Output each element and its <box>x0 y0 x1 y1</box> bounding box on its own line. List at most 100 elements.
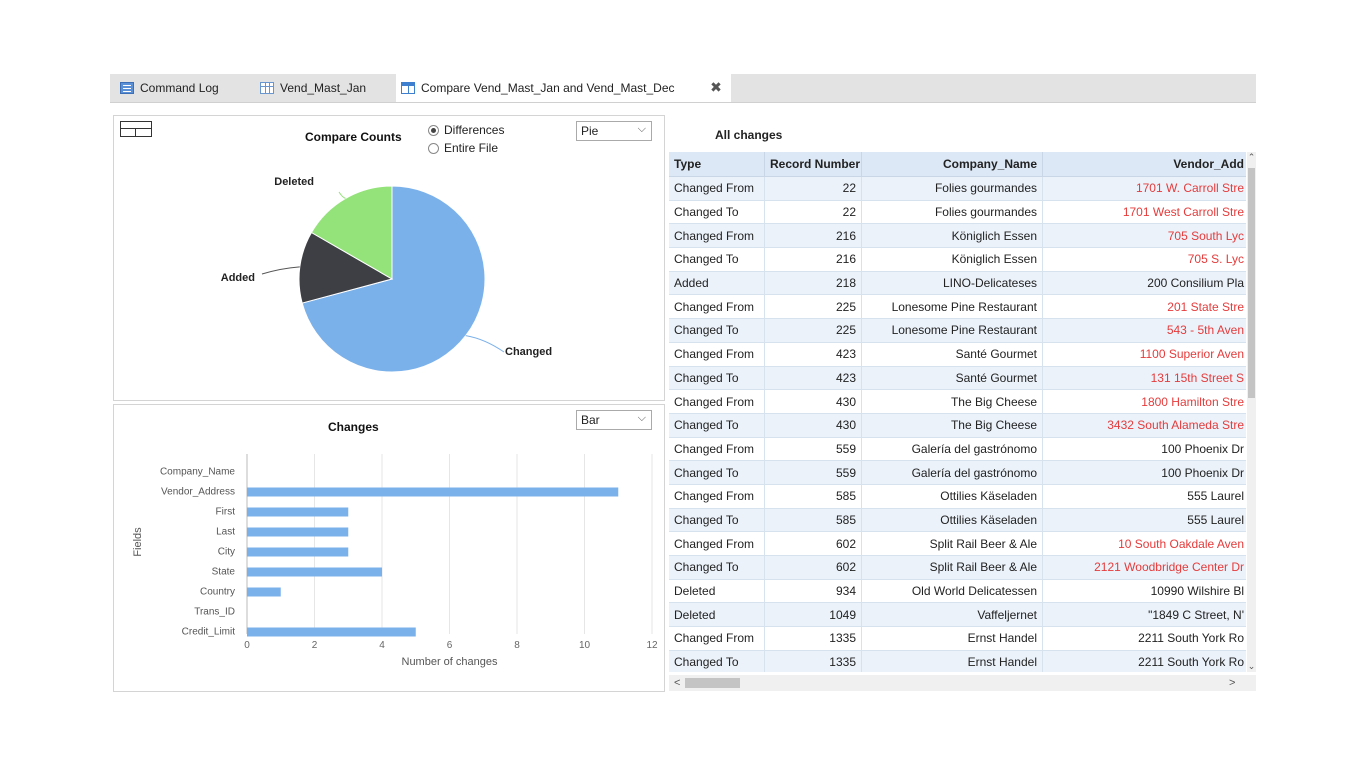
cell-vendor-address[interactable]: 100 Phoenix Dr <box>1042 460 1246 485</box>
cell-company-name[interactable]: Galería del gastrónomo <box>861 460 1043 485</box>
cell-type[interactable]: Changed To <box>669 200 765 225</box>
cell-record-number[interactable]: 1049 <box>764 602 862 628</box>
radio-entire-file[interactable]: Entire File <box>428 141 498 155</box>
tab-command-log[interactable]: Command Log <box>120 74 255 102</box>
cell-vendor-address[interactable]: 200 Consilium Pla <box>1042 271 1246 296</box>
cell-vendor-address[interactable]: 555 Laurel <box>1042 484 1246 509</box>
cell-company-name[interactable]: Split Rail Beer & Ale <box>861 531 1043 556</box>
cell-type[interactable]: Changed From <box>669 484 765 509</box>
cell-vendor-address[interactable]: 705 S. Lyc <box>1042 247 1246 272</box>
cell-record-number[interactable]: 934 <box>764 579 862 604</box>
tab-compare[interactable]: Compare Vend_Mast_Jan and Vend_Mast_Dec <box>396 74 731 102</box>
cell-type[interactable]: Changed To <box>669 247 765 272</box>
cell-type[interactable]: Changed From <box>669 342 765 367</box>
cell-type[interactable]: Changed To <box>669 650 765 672</box>
scroll-right-icon[interactable]: > <box>1229 677 1236 689</box>
table-row[interactable]: Changed To 216 Königlich Essen 705 S. Lyc <box>669 247 1246 272</box>
horizontal-scrollbar[interactable]: < > <box>669 675 1256 691</box>
bar-last[interactable] <box>247 527 349 537</box>
cell-company-name[interactable]: Folies gourmandes <box>861 200 1043 225</box>
cell-type[interactable]: Changed From <box>669 531 765 556</box>
cell-company-name[interactable]: LINO-Delicateses <box>861 271 1043 296</box>
cell-vendor-address[interactable]: 1701 W. Carroll Stre <box>1042 176 1246 201</box>
table-row[interactable]: Changed From 1335 Ernst Handel 2211 South Y… <box>669 626 1246 651</box>
cell-company-name[interactable]: Ottilies Käseladen <box>861 508 1043 533</box>
cell-record-number[interactable]: 430 <box>764 389 862 414</box>
cell-vendor-address[interactable]: "1849 C Street, N' <box>1042 602 1246 628</box>
table-row[interactable]: Changed To 423 Santé Gourmet 131 15th Stree… <box>669 366 1246 391</box>
cell-company-name[interactable]: Lonesome Pine Restaurant <box>861 294 1043 320</box>
bar-country[interactable] <box>247 587 281 597</box>
column-header-type[interactable]: Type <box>669 152 765 177</box>
cell-record-number[interactable]: 216 <box>764 223 862 249</box>
vertical-scrollbar[interactable]: ⌃ ⌄ <box>1247 152 1256 672</box>
bar-credit-limit[interactable] <box>247 627 416 637</box>
cell-type[interactable]: Changed From <box>669 223 765 249</box>
table-row[interactable]: Added 218 LINO-Delicateses 200 Consilium Pl… <box>669 271 1246 296</box>
cell-company-name[interactable]: Split Rail Beer & Ale <box>861 555 1043 580</box>
cell-company-name[interactable]: Vaffeljernet <box>861 602 1043 628</box>
table-row[interactable]: Changed To 602 Split Rail Beer & Ale 2121 W… <box>669 555 1246 580</box>
vertical-scroll-thumb[interactable] <box>1248 168 1255 398</box>
cell-record-number[interactable]: 602 <box>764 555 862 580</box>
table-row[interactable]: Deleted 934 Old World Delicatessen 10990 Wi… <box>669 579 1246 604</box>
layout-icon[interactable] <box>120 121 152 137</box>
cell-company-name[interactable]: Old World Delicatessen <box>861 579 1043 604</box>
table-row[interactable]: Changed From 216 Königlich Essen 705 South … <box>669 223 1246 249</box>
horizontal-scroll-thumb[interactable] <box>685 678 740 688</box>
cell-vendor-address[interactable]: 131 15th Street S <box>1042 366 1246 391</box>
table-row[interactable]: Changed From 423 Santé Gourmet 1100 Superio… <box>669 342 1246 367</box>
pie-slice-added[interactable] <box>298 231 394 304</box>
bar-vendor-address[interactable] <box>247 487 619 497</box>
tab-vend-mast-jan[interactable]: Vend_Mast_Jan <box>260 74 390 102</box>
cell-vendor-address[interactable]: 201 State Stre <box>1042 294 1246 320</box>
cell-record-number[interactable]: 1335 <box>764 650 862 672</box>
cell-vendor-address[interactable]: 10990 Wilshire Bl <box>1042 579 1246 604</box>
cell-record-number[interactable]: 559 <box>764 460 862 485</box>
cell-record-number[interactable]: 216 <box>764 247 862 272</box>
cell-record-number[interactable]: 585 <box>764 508 862 533</box>
cell-record-number[interactable]: 602 <box>764 531 862 556</box>
cell-type[interactable]: Changed From <box>669 437 765 462</box>
scroll-up-icon[interactable]: ⌃ <box>1247 152 1256 162</box>
table-row[interactable]: Changed To 430 The Big Cheese 3432 South Al… <box>669 413 1246 438</box>
cell-record-number[interactable]: 423 <box>764 342 862 367</box>
table-row[interactable]: Changed From 559 Galería del gastrónomo 100… <box>669 437 1246 462</box>
cell-vendor-address[interactable]: 3432 South Alameda Stre <box>1042 413 1246 438</box>
cell-company-name[interactable]: Ernst Handel <box>861 650 1043 672</box>
table-row[interactable]: Changed From 585 Ottilies Käseladen 555 Lau… <box>669 484 1246 509</box>
radio-differences[interactable]: Differences <box>428 123 504 137</box>
column-header-company-name[interactable]: Company_Name <box>861 152 1043 177</box>
cell-type[interactable]: Changed From <box>669 626 765 651</box>
cell-type[interactable]: Changed To <box>669 318 765 343</box>
cell-type[interactable]: Changed To <box>669 460 765 485</box>
table-row[interactable]: Changed To 585 Ottilies Käseladen 555 Laure… <box>669 508 1246 533</box>
cell-vendor-address[interactable]: 1100 Superior Aven <box>1042 342 1246 367</box>
cell-company-name[interactable]: Ottilies Käseladen <box>861 484 1043 509</box>
cell-company-name[interactable]: Santé Gourmet <box>861 366 1043 391</box>
scroll-down-icon[interactable]: ⌄ <box>1247 661 1256 671</box>
cell-company-name[interactable]: Galería del gastrónomo <box>861 437 1043 462</box>
cell-type[interactable]: Changed To <box>669 508 765 533</box>
cell-record-number[interactable]: 22 <box>764 200 862 225</box>
close-tab-icon[interactable]: ✖ <box>710 79 722 95</box>
pie-chart-type-select[interactable]: Pie ⌵ <box>576 121 652 141</box>
cell-vendor-address[interactable]: 555 Laurel <box>1042 508 1246 533</box>
cell-type[interactable]: Added <box>669 271 765 296</box>
cell-type[interactable]: Changed To <box>669 366 765 391</box>
scroll-left-icon[interactable]: < <box>674 677 681 689</box>
cell-record-number[interactable]: 1335 <box>764 626 862 651</box>
cell-type[interactable]: Deleted <box>669 602 765 628</box>
cell-type[interactable]: Deleted <box>669 579 765 604</box>
cell-company-name[interactable]: Lonesome Pine Restaurant <box>861 318 1043 343</box>
table-row[interactable]: Changed From 22 Folies gourmandes 1701 W. C… <box>669 176 1246 201</box>
column-header-record-number[interactable]: Record Number <box>764 152 862 177</box>
bar-first[interactable] <box>247 507 349 517</box>
cell-vendor-address[interactable]: 2121 Woodbridge Center Dr <box>1042 555 1246 580</box>
cell-vendor-address[interactable]: 1800 Hamilton Stre <box>1042 389 1246 414</box>
bar-city[interactable] <box>247 547 349 557</box>
cell-company-name[interactable]: The Big Cheese <box>861 413 1043 438</box>
cell-type[interactable]: Changed From <box>669 294 765 320</box>
bar-chart-type-select[interactable]: Bar ⌵ <box>576 410 652 430</box>
table-row[interactable]: Changed From 225 Lonesome Pine Restaurant 2… <box>669 294 1246 320</box>
